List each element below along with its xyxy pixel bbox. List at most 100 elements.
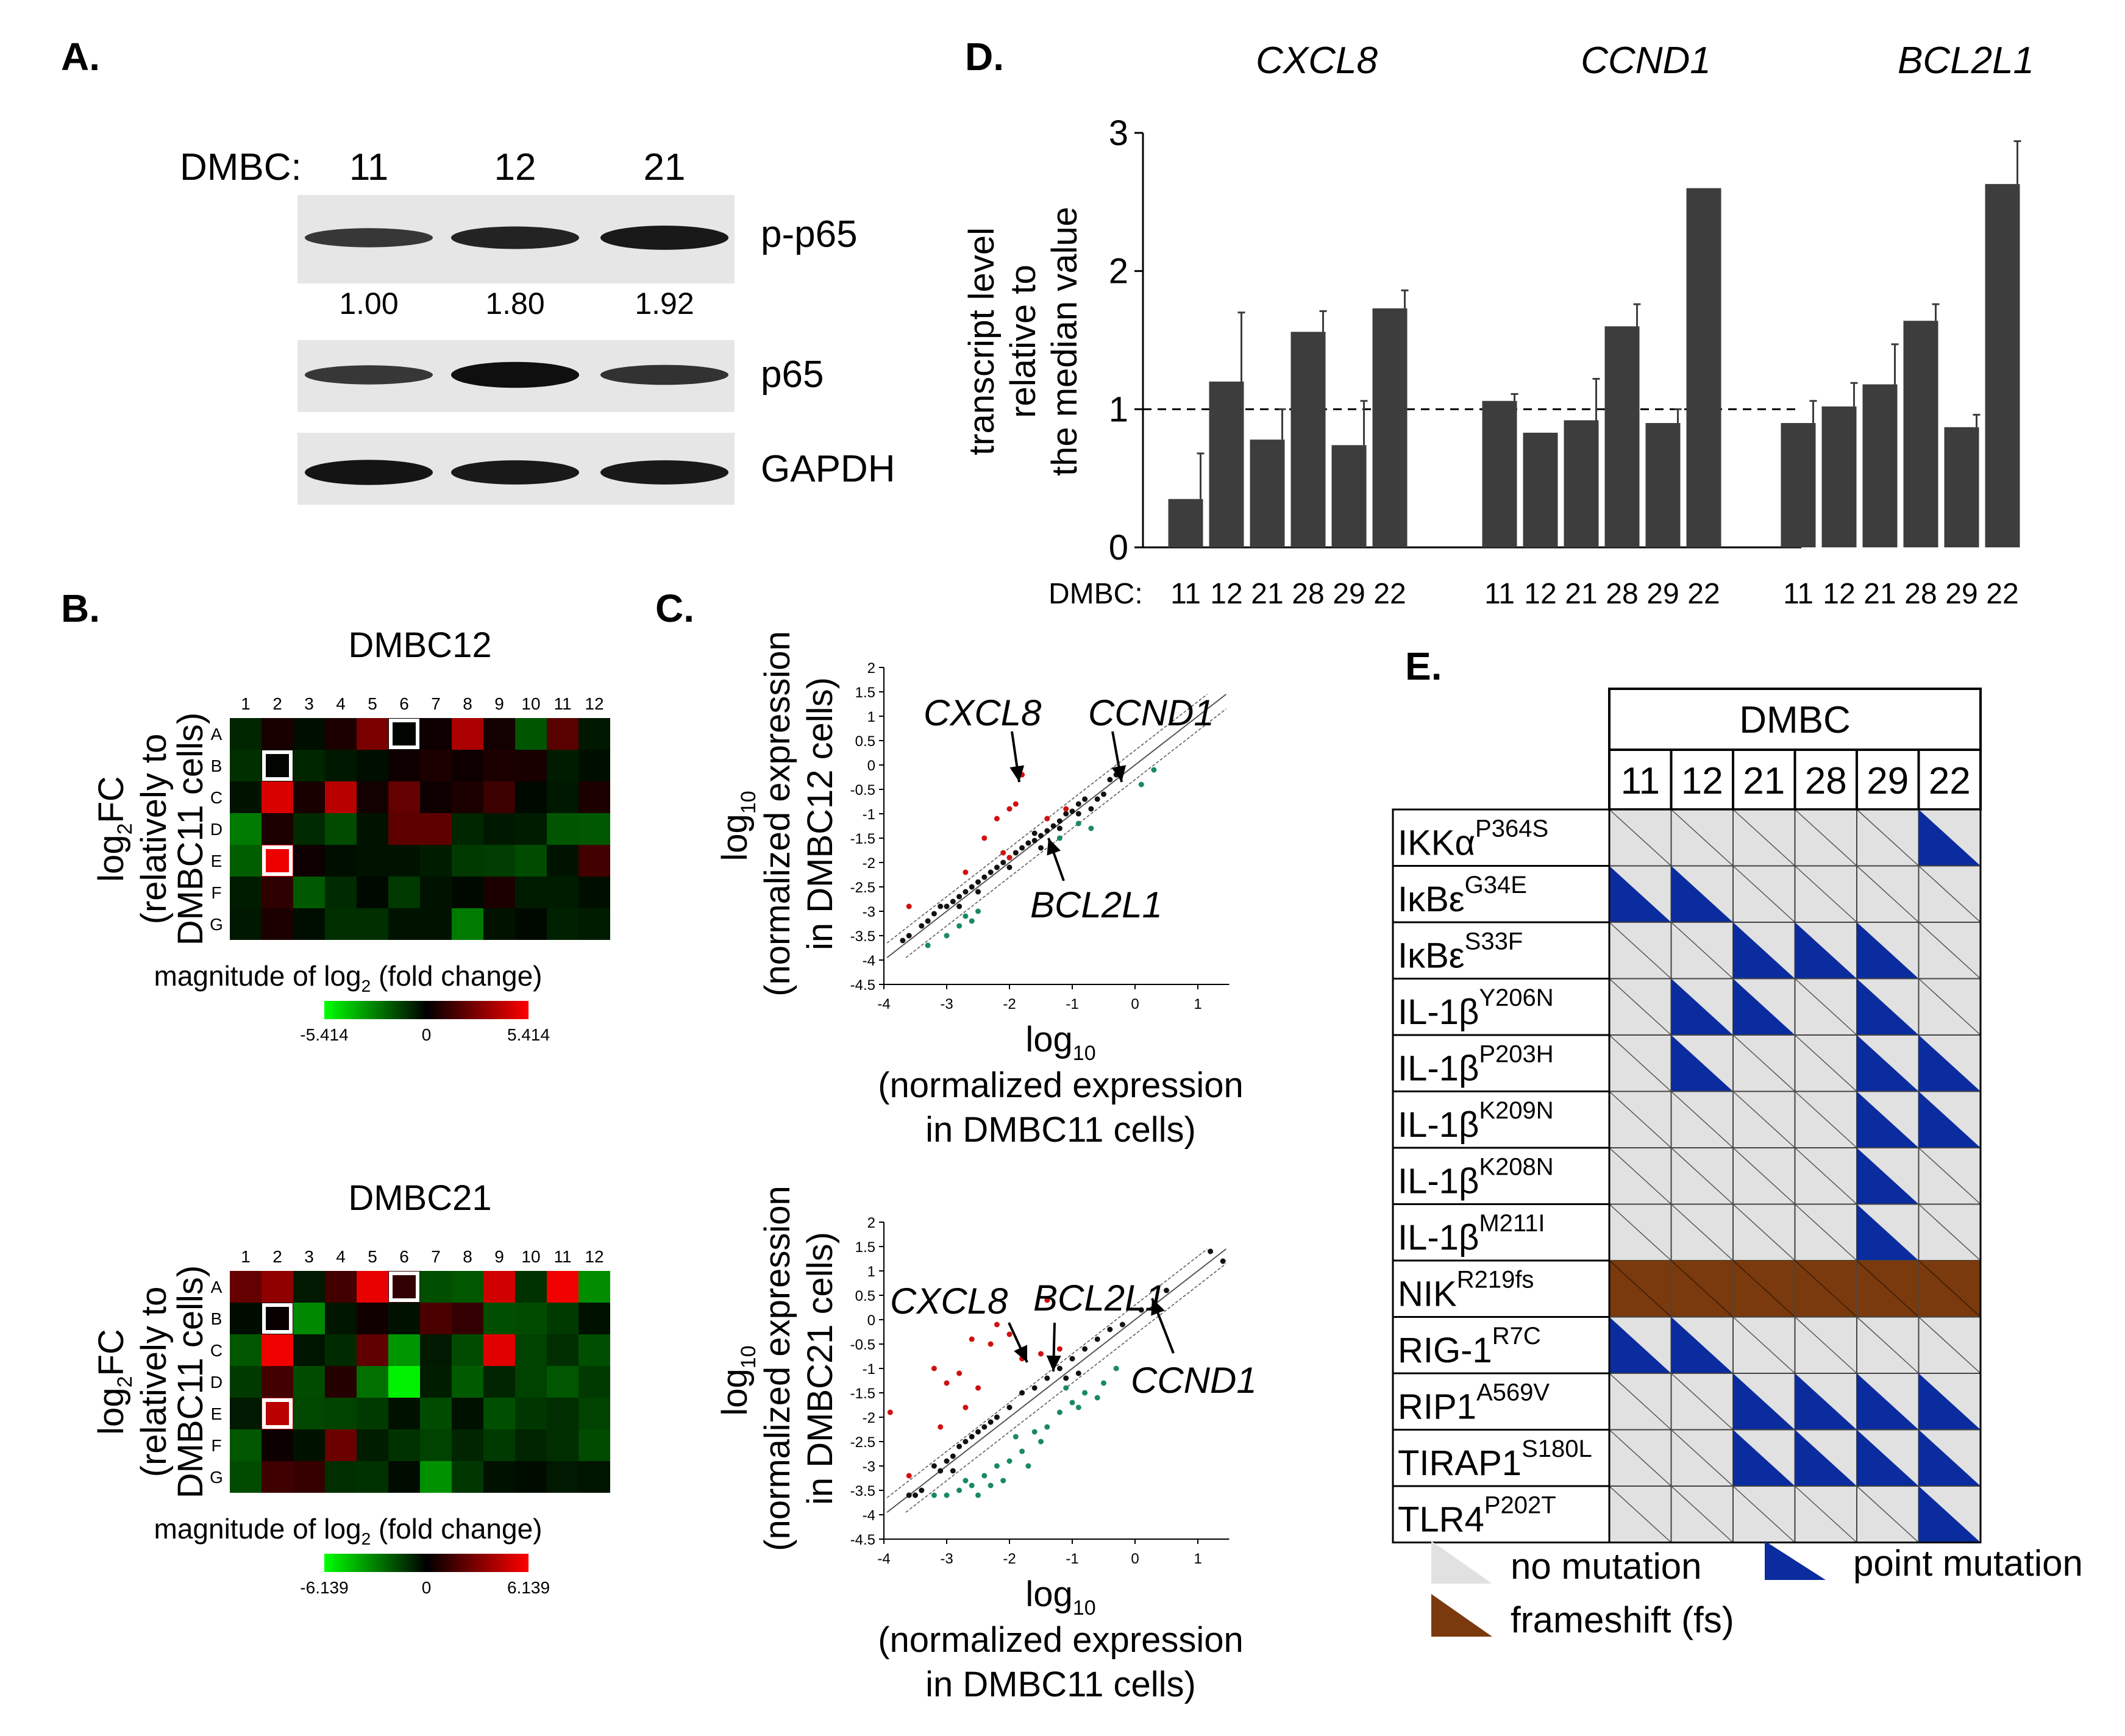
scatter-ytick-label: 0.5 (855, 1288, 875, 1304)
scatter-point-black (975, 879, 981, 885)
table-col-label: 22 (1929, 760, 1971, 802)
heatmap-col-label: 3 (304, 694, 314, 713)
bar-category-label: 22 (1373, 578, 1406, 610)
scatter-xtick-label: -1 (1066, 996, 1078, 1012)
heatmap-row-label: G (210, 1468, 223, 1487)
heatmap-cell (547, 718, 578, 750)
scatter-point-black (981, 1424, 988, 1430)
bar (1862, 384, 1898, 547)
band-label-gapdh: GAPDH (761, 448, 895, 490)
scatter-point-black (1056, 825, 1062, 831)
table-gene-label: RIP1A569V (1398, 1379, 1550, 1427)
scatter-point-black (1031, 838, 1038, 844)
scatter-xlabel-log: log10 (1025, 1574, 1095, 1620)
scatter-point-black (975, 1429, 981, 1435)
heatmap-cell (547, 1461, 578, 1493)
cell-point-mutation (1671, 1317, 1733, 1373)
bar-category-label: 12 (1823, 578, 1855, 610)
scatter-point-black (956, 894, 963, 900)
cell-no-mutation-diagonal (1794, 1316, 1857, 1374)
scatter-point-red (969, 1336, 975, 1342)
heatmap-row-label: A (211, 725, 222, 744)
heatmap-cell (452, 877, 483, 908)
ylabel-sub: 10 (737, 791, 760, 814)
scatter-ytick-label: -0.5 (850, 1337, 875, 1353)
scatter-point-black (919, 923, 925, 929)
heatmap-cell (262, 813, 293, 845)
scatter-point-green (1094, 1395, 1100, 1401)
heatmap-cell (547, 1334, 578, 1366)
table-border (1608, 808, 1982, 1543)
heatmap-cell (578, 908, 610, 940)
heatmap-cell (515, 718, 547, 750)
scatter-point-green (975, 908, 981, 914)
heatmap-cell (483, 1398, 515, 1429)
heatmap-cell (357, 1461, 388, 1493)
scatter-point-green (1025, 1463, 1031, 1469)
blot-band (451, 361, 579, 388)
heatmap-cell (452, 1461, 483, 1493)
heatmap-col-label: 10 (521, 1247, 540, 1266)
scatter-point-black (994, 1414, 1000, 1420)
heatmap-row-label: C (210, 1341, 222, 1360)
heatmap-cell (483, 1303, 515, 1334)
table-gene-label: IκBεG34E (1398, 872, 1527, 919)
heatmap-cell (420, 750, 452, 781)
heatmap-col-label: 1 (241, 694, 251, 713)
heatmap-legend-bar (324, 1001, 529, 1019)
heatmap-cell (230, 1334, 262, 1366)
mutation-name: R7C (1492, 1323, 1541, 1350)
scatter-ylabel-line2: (normalized expression (758, 1186, 797, 1551)
heatmap-cell (293, 1429, 325, 1461)
heatmap-cell (483, 718, 515, 750)
scatter-point-black (1101, 791, 1106, 797)
heatmap-cell (325, 750, 357, 781)
heatmap-cell (483, 845, 515, 877)
heatmap-cell (230, 750, 262, 781)
heatmap-cell (388, 750, 420, 781)
heatmap-col-label: 7 (431, 694, 441, 713)
bar-ytick-label: 1 (1109, 390, 1128, 429)
heatmap-cell (293, 908, 325, 940)
cell-no-mutation-diagonal (1609, 1090, 1672, 1148)
scatter-point-green (969, 918, 975, 924)
cell-point-mutation (1733, 1429, 1795, 1486)
heatmap-cell (325, 1303, 357, 1334)
annotation-arrow-head (1151, 1298, 1165, 1316)
cell-no-mutation-diagonal (1609, 1203, 1672, 1261)
mutation-name: A569V (1476, 1379, 1550, 1406)
heatmap-cell (388, 1271, 420, 1303)
cell-point-mutation (1671, 978, 1733, 1035)
scatter-ylabel-line2: (normalized expression (758, 631, 797, 997)
heatmap-cell (452, 813, 483, 845)
heatmap-cell (578, 1429, 610, 1461)
heatmap-cell (420, 1398, 452, 1429)
scatter-point-green (1000, 1478, 1006, 1484)
scatter-xlabel-log: log10 (1025, 1020, 1095, 1065)
heatmap-cell (262, 1461, 293, 1493)
cell-no-mutation-diagonal (1670, 1429, 1734, 1487)
heatmap-ylabel-line3: DMBC11 cells) (171, 1265, 210, 1498)
scatter-ytick-label: -1.5 (850, 831, 875, 847)
cell-no-mutation-diagonal (1670, 809, 1734, 867)
heatmap-cell (262, 908, 293, 940)
scatter-point-green (1013, 1434, 1019, 1440)
panel-label-a: A. (61, 35, 100, 79)
heatmap-cell (293, 1366, 325, 1398)
scatter-annotation-bcl2l1: BCL2L1 (1033, 1278, 1166, 1318)
heatmap-cell (325, 718, 357, 750)
bar (1331, 445, 1367, 547)
scatter-point-green (975, 1492, 981, 1498)
heatmap-legend-max: 5.414 (507, 1025, 550, 1044)
scatter-point-red (938, 1424, 944, 1430)
scatter-annotation-ccnd1: CCND1 (1131, 1360, 1257, 1401)
scatter-point-red (994, 1322, 1000, 1328)
heatmap-cell (420, 1334, 452, 1366)
heatmap-row-label: G (210, 915, 223, 934)
scatter-ytick-label: -4 (863, 953, 875, 969)
scatter-point-black (1208, 1248, 1214, 1254)
cell-point-mutation (1795, 1373, 1857, 1430)
heatmap-ylabel-line2: (relatively to (134, 1287, 174, 1478)
scatter-point-black (969, 1434, 975, 1440)
scatter-xlabel-line2: (normalized expression (878, 1620, 1244, 1660)
